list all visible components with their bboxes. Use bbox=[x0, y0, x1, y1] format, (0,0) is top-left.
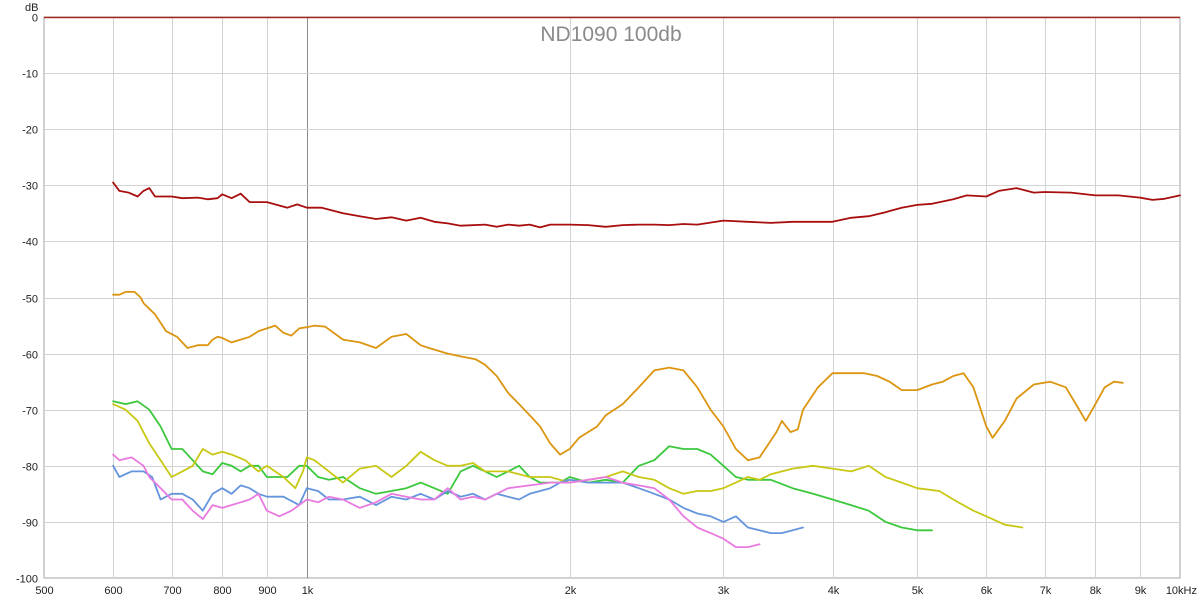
x-tick-label: 500 bbox=[35, 585, 53, 597]
x-tick-label: 9k bbox=[1135, 585, 1147, 597]
y-tick-label: -50 bbox=[22, 294, 38, 306]
y-tick-label: -30 bbox=[22, 181, 38, 193]
x-tick-label: 700 bbox=[163, 585, 181, 597]
y-tick-label: -80 bbox=[22, 462, 38, 474]
x-tick-label: 600 bbox=[104, 585, 122, 597]
y-tick-label: -90 bbox=[22, 518, 38, 530]
series-layer bbox=[112, 181, 1181, 548]
x-tick-label: 1k bbox=[302, 585, 314, 597]
series-line-4 bbox=[112, 403, 1024, 529]
series-line-2 bbox=[112, 291, 1124, 462]
series-line-1 bbox=[112, 181, 1181, 229]
plot-area bbox=[43, 16, 1181, 579]
x-tick-label: 800 bbox=[213, 585, 231, 597]
x-tick-label: 5k bbox=[912, 585, 924, 597]
x-tick-label: 10kHz bbox=[1166, 585, 1197, 597]
x-tick-label: 8k bbox=[1090, 585, 1102, 597]
y-tick-label: -60 bbox=[22, 350, 38, 362]
x-tick-labels: 500 600 700 800 900 1k 2k 3k 4k 5k 6k 7k 8k 9k 10kHz bbox=[35, 585, 1197, 597]
y-unit-label: dB bbox=[25, 2, 38, 14]
x-tick-label: 6k bbox=[981, 585, 993, 597]
y-tick-label: 0 bbox=[32, 13, 38, 25]
y-tick-label: -100 bbox=[16, 574, 38, 586]
y-tick-label: -10 bbox=[22, 69, 38, 81]
x-tick-label: 900 bbox=[258, 585, 276, 597]
series-line-6 bbox=[112, 453, 761, 548]
chart-title: ND1090 100db bbox=[540, 23, 681, 46]
x-tick-label: 4k bbox=[828, 585, 840, 597]
x-tick-label: 3k bbox=[718, 585, 730, 597]
y-tick-label: -20 bbox=[22, 125, 38, 137]
y-tick-labels: 0 -10 -20 -30 -40 -50 -60 -70 -80 -90 -100 bbox=[16, 13, 38, 586]
x-gridlines bbox=[44, 17, 1181, 578]
y-tick-label: -40 bbox=[22, 237, 38, 249]
x-tick-label: 2k bbox=[565, 585, 577, 597]
series-line-3 bbox=[112, 400, 933, 532]
x-tick-label: 7k bbox=[1040, 585, 1052, 597]
y-tick-label: -70 bbox=[22, 406, 38, 418]
